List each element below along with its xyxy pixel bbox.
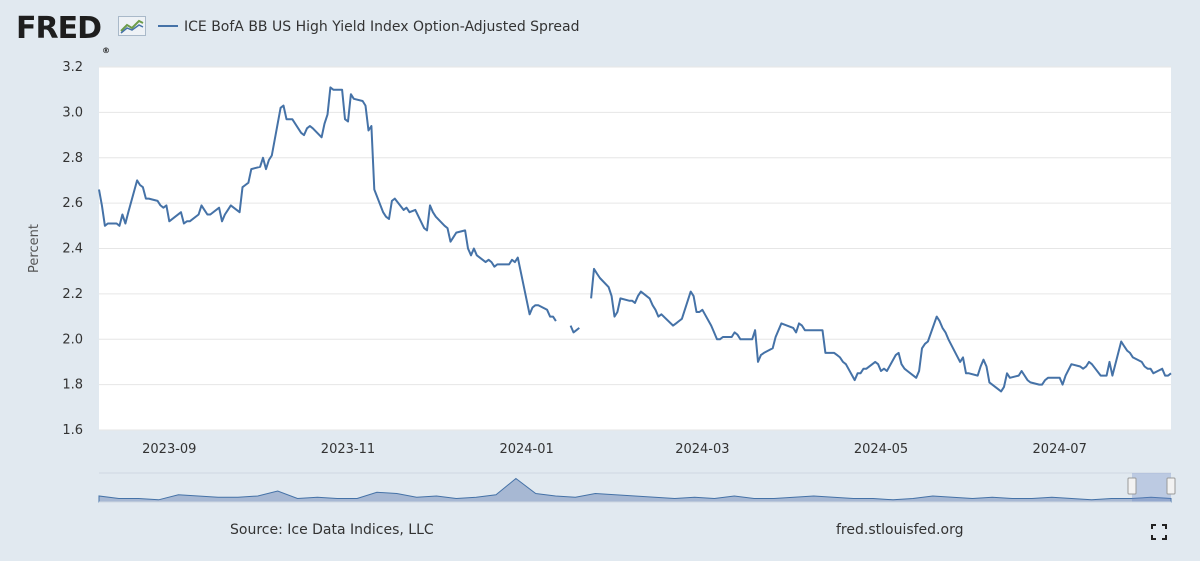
fred-logo[interactable]: FRED® bbox=[16, 11, 110, 56]
legend-label: ICE BofA BB US High Yield Index Option-A… bbox=[184, 19, 580, 35]
legend-swatch bbox=[158, 25, 178, 27]
navigator-window[interactable] bbox=[1132, 473, 1171, 502]
navigator-handle-left[interactable] bbox=[1127, 477, 1137, 495]
x-tick-label: 2024-05 bbox=[854, 442, 908, 457]
x-tick-label: 2024-07 bbox=[1033, 442, 1087, 457]
fred-url[interactable]: fred.stlouisfed.org bbox=[836, 522, 964, 538]
x-tick-label: 2024-01 bbox=[499, 442, 553, 457]
navigator-area bbox=[98, 477, 1172, 503]
y-tick-label: 2.6 bbox=[62, 196, 83, 211]
series-line[interactable] bbox=[590, 267, 1172, 393]
y-tick-label: 2.4 bbox=[62, 242, 83, 257]
y-axis-label: Percent bbox=[27, 224, 42, 273]
y-tick-label: 3.0 bbox=[62, 105, 83, 120]
x-tick-label: 2023-11 bbox=[321, 442, 375, 457]
series-line[interactable] bbox=[569, 325, 580, 334]
graph-icon bbox=[118, 16, 146, 36]
x-tick-label: 2024-03 bbox=[675, 442, 729, 457]
chart-header: FRED® ICE BofA BB US High Yield Index Op… bbox=[0, 0, 1200, 56]
navigator-handle-right[interactable] bbox=[1166, 477, 1176, 495]
source-note: Source: Ice Data Indices, LLC bbox=[230, 522, 434, 538]
fullscreen-icon[interactable] bbox=[1151, 524, 1167, 540]
y-tick-label: 2.0 bbox=[62, 332, 83, 347]
legend[interactable]: ICE BofA BB US High Yield Index Option-A… bbox=[158, 17, 579, 37]
y-tick-label: 1.8 bbox=[62, 378, 83, 393]
y-tick-label: 2.8 bbox=[62, 151, 83, 166]
series-line[interactable] bbox=[98, 86, 557, 322]
y-tick-label: 2.2 bbox=[62, 287, 83, 302]
y-tick-label: 1.6 bbox=[62, 423, 83, 438]
y-tick-label: 3.2 bbox=[62, 60, 83, 75]
x-tick-label: 2023-09 bbox=[142, 442, 196, 457]
